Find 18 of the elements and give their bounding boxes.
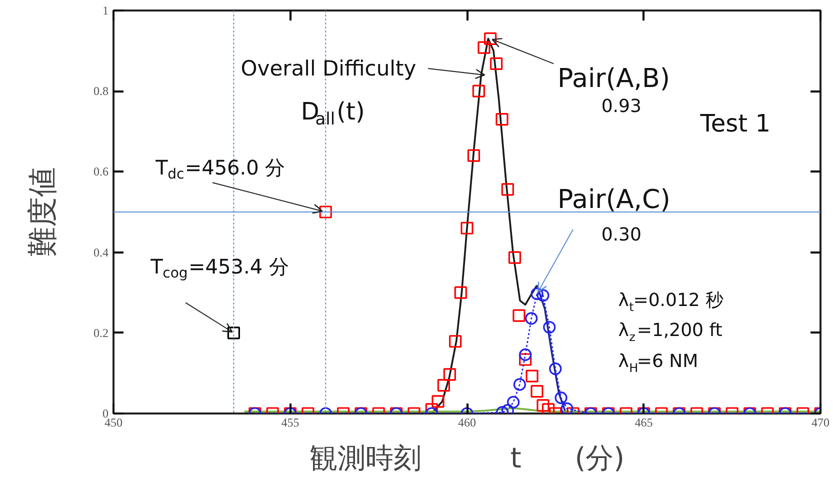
- annotation: Pair(A,C): [557, 184, 670, 215]
- x-axis-title: 観測時刻 t (分): [309, 442, 625, 474]
- y-tick-label: 1: [102, 4, 108, 18]
- y-tick-label: 0.6: [94, 164, 108, 179]
- y-tick-label: 0.4: [94, 245, 108, 260]
- x-tick-label: 460: [458, 416, 476, 430]
- y-axis-title: 難度値: [26, 167, 60, 257]
- y-tick-label: 0.8: [94, 84, 108, 98]
- annotation: 0.30: [601, 224, 642, 246]
- y-tick-label: 0: [102, 406, 108, 420]
- annotation: Test 1: [699, 109, 770, 138]
- annotation: 0.93: [601, 96, 642, 118]
- annotation: Pair(A,B): [557, 64, 670, 94]
- x-tick-label: 455: [281, 416, 300, 430]
- annotation: Overall Difficulty: [240, 56, 416, 81]
- x-tick-label: 470: [812, 416, 830, 430]
- x-tick-label: 465: [634, 416, 653, 430]
- y-tick-label: 0.2: [94, 326, 108, 340]
